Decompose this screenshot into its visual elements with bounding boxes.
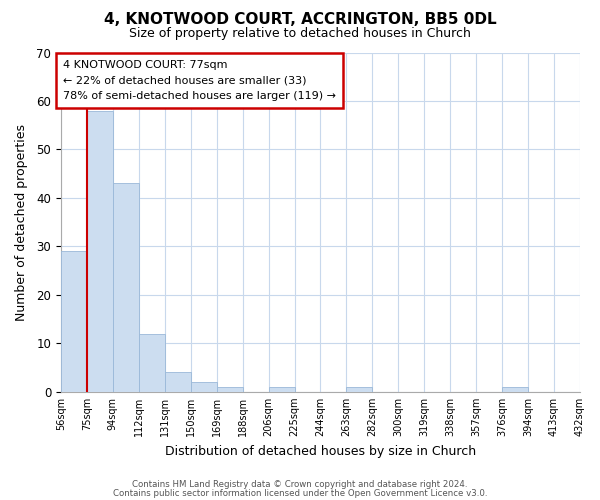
Bar xyxy=(269,387,295,392)
Bar xyxy=(191,382,217,392)
Bar xyxy=(139,334,165,392)
Y-axis label: Number of detached properties: Number of detached properties xyxy=(15,124,28,320)
Text: Size of property relative to detached houses in Church: Size of property relative to detached ho… xyxy=(129,28,471,40)
Bar xyxy=(113,184,139,392)
Bar xyxy=(346,387,373,392)
Text: 4, KNOTWOOD COURT, ACCRINGTON, BB5 0DL: 4, KNOTWOOD COURT, ACCRINGTON, BB5 0DL xyxy=(104,12,496,28)
Text: Contains HM Land Registry data © Crown copyright and database right 2024.: Contains HM Land Registry data © Crown c… xyxy=(132,480,468,489)
Text: Contains public sector information licensed under the Open Government Licence v3: Contains public sector information licen… xyxy=(113,488,487,498)
Bar xyxy=(61,251,87,392)
Text: 4 KNOTWOOD COURT: 77sqm
← 22% of detached houses are smaller (33)
78% of semi-de: 4 KNOTWOOD COURT: 77sqm ← 22% of detache… xyxy=(63,60,336,101)
Bar xyxy=(502,387,528,392)
Bar xyxy=(87,110,113,392)
Bar xyxy=(217,387,242,392)
Bar xyxy=(165,372,191,392)
X-axis label: Distribution of detached houses by size in Church: Distribution of detached houses by size … xyxy=(165,444,476,458)
